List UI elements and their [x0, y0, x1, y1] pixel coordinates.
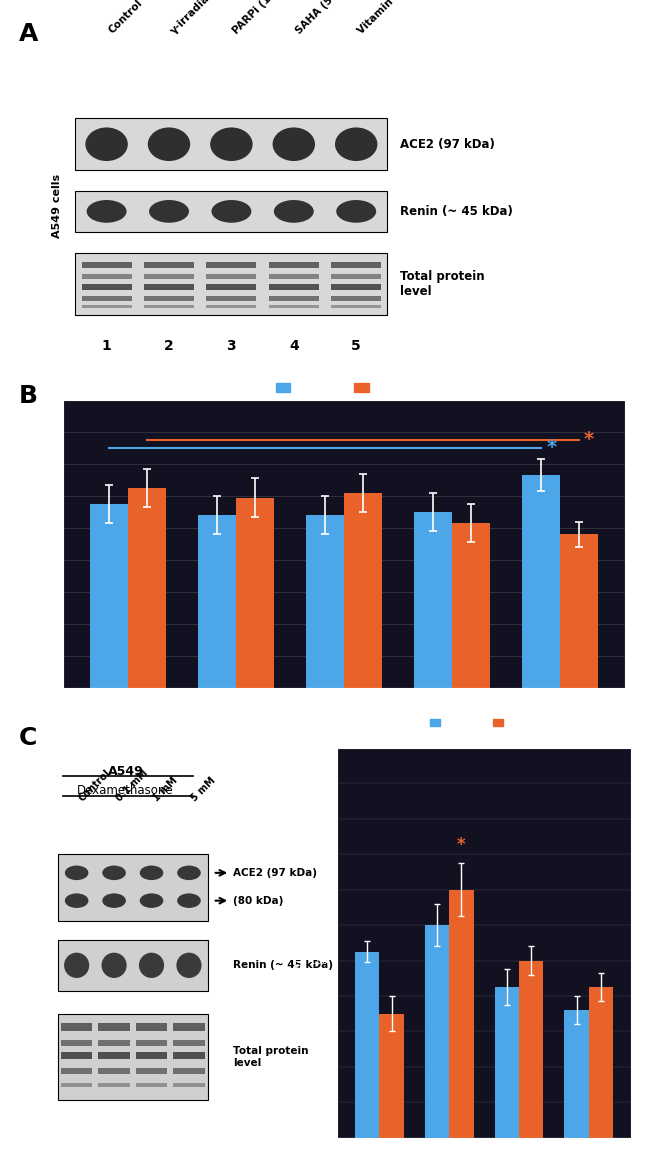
FancyBboxPatch shape — [207, 296, 256, 301]
Text: B: B — [20, 384, 38, 408]
Ellipse shape — [272, 127, 315, 161]
Text: γ-irradiation: γ-irradiation — [169, 0, 228, 36]
FancyBboxPatch shape — [207, 274, 256, 279]
FancyBboxPatch shape — [207, 263, 256, 268]
Text: SAHA (5 μM): SAHA (5 μM) — [294, 0, 354, 36]
Ellipse shape — [335, 127, 378, 161]
FancyBboxPatch shape — [269, 296, 318, 301]
FancyBboxPatch shape — [269, 263, 318, 268]
FancyBboxPatch shape — [332, 305, 381, 308]
Ellipse shape — [86, 200, 127, 223]
FancyBboxPatch shape — [82, 263, 131, 268]
Text: Renin (~ 45 kDa): Renin (~ 45 kDa) — [400, 205, 513, 218]
FancyBboxPatch shape — [269, 274, 318, 279]
Text: Vitamin D2 (100 nM): Vitamin D2 (100 nM) — [356, 0, 449, 36]
FancyBboxPatch shape — [332, 263, 381, 268]
Text: 1: 1 — [101, 338, 112, 352]
Ellipse shape — [85, 127, 128, 161]
FancyBboxPatch shape — [144, 274, 194, 279]
Text: Control: Control — [107, 0, 144, 36]
FancyBboxPatch shape — [332, 284, 381, 289]
Text: 5: 5 — [351, 338, 361, 352]
FancyBboxPatch shape — [75, 118, 387, 170]
Text: 4: 4 — [289, 338, 298, 352]
Ellipse shape — [336, 200, 376, 223]
Text: ACE2 (97 kDa): ACE2 (97 kDa) — [400, 138, 495, 151]
Text: A: A — [20, 22, 38, 46]
Ellipse shape — [211, 200, 252, 223]
Text: PARPi (10 μM): PARPi (10 μM) — [231, 0, 297, 36]
FancyBboxPatch shape — [82, 296, 131, 301]
FancyBboxPatch shape — [207, 284, 256, 289]
Text: 2: 2 — [164, 338, 174, 352]
FancyBboxPatch shape — [75, 190, 387, 232]
Text: C: C — [20, 726, 38, 750]
FancyBboxPatch shape — [269, 305, 318, 308]
Text: 3: 3 — [227, 338, 236, 352]
FancyBboxPatch shape — [82, 305, 131, 308]
Text: Total protein
level: Total protein level — [400, 270, 484, 298]
FancyBboxPatch shape — [144, 284, 194, 289]
FancyBboxPatch shape — [269, 284, 318, 289]
FancyBboxPatch shape — [332, 296, 381, 301]
FancyBboxPatch shape — [144, 296, 194, 301]
Ellipse shape — [274, 200, 314, 223]
FancyBboxPatch shape — [207, 305, 256, 308]
FancyBboxPatch shape — [332, 274, 381, 279]
Text: A549 cells: A549 cells — [52, 174, 62, 238]
Ellipse shape — [210, 127, 253, 161]
FancyBboxPatch shape — [144, 263, 194, 268]
Ellipse shape — [148, 127, 190, 161]
Ellipse shape — [149, 200, 189, 223]
FancyBboxPatch shape — [75, 253, 387, 315]
FancyBboxPatch shape — [82, 284, 131, 289]
FancyBboxPatch shape — [82, 274, 131, 279]
FancyBboxPatch shape — [144, 305, 194, 308]
